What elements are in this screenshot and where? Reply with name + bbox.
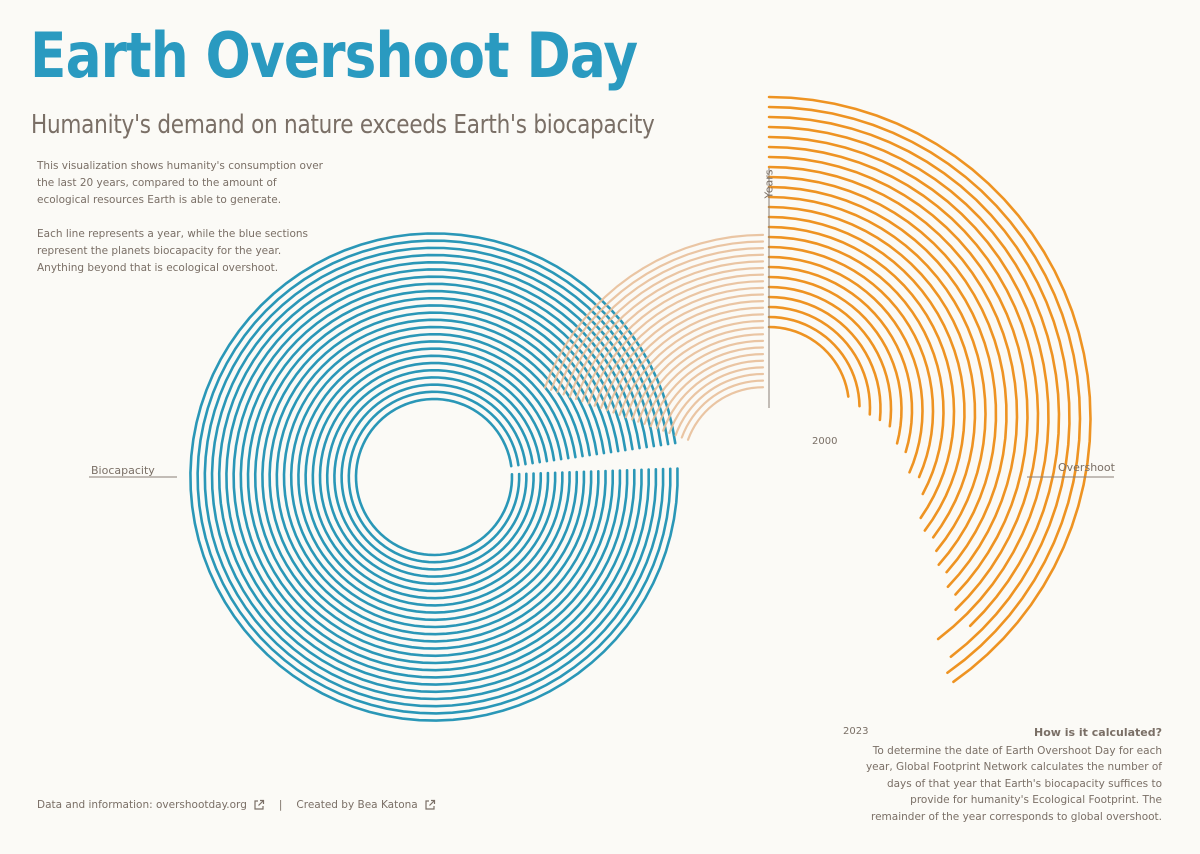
biocapacity-arc-2021 <box>203 246 665 708</box>
overshoot-connector-2007 <box>643 339 765 425</box>
biocapacity-axis-label: Biocapacity <box>91 464 155 477</box>
biocapacity-arc-2019 <box>217 260 650 694</box>
intro-text: This visualization shows humanity's cons… <box>37 158 327 294</box>
biocapacity-arc-2009 <box>289 332 579 622</box>
biocapacity-arc-2020 <box>210 253 658 701</box>
overshoot-arc-2015 <box>767 175 1008 574</box>
overshoot-arc-2014 <box>767 185 998 567</box>
biocapacity-arcs <box>189 232 679 722</box>
overshoot-connector-2017 <box>581 273 765 403</box>
overshoot-arc-2017 <box>767 155 1029 596</box>
biocapacity-arc-2022 <box>196 239 672 715</box>
overshoot-connector-2012 <box>612 306 765 414</box>
overshoot-connector-2011 <box>618 313 765 416</box>
footer-separator: | <box>278 799 283 811</box>
credit-link[interactable]: Created by Bea Katona <box>296 799 418 811</box>
overshoot-arc-2020 <box>767 125 1061 628</box>
biocapacity-arc-2011 <box>275 318 593 636</box>
overshoot-connector-2005 <box>655 353 765 430</box>
biocapacity-arc-2018 <box>225 268 643 686</box>
overshoot-arc-2022 <box>767 105 1082 675</box>
biocapacity-arc-2002 <box>340 383 528 571</box>
page-subtitle: Humanity's demand on nature exceeds Eart… <box>31 110 655 140</box>
biocapacity-arc-2012 <box>268 311 600 643</box>
overshoot-connector-2000 <box>686 386 765 441</box>
biocapacity-arc-2007 <box>304 347 564 607</box>
biocapacity-arc-2013 <box>261 304 607 650</box>
overshoot-arc-2000 <box>767 325 850 398</box>
overshoot-arc-2009 <box>767 235 945 496</box>
biocapacity-arc-2001 <box>347 390 521 564</box>
overshoot-connector-2001 <box>680 379 765 439</box>
footer: Data and information: overshootday.org |… <box>37 799 436 811</box>
overshoot-arc-2019 <box>767 135 1050 641</box>
overshoot-arc-2004 <box>767 285 893 428</box>
overshoot-arc-2006 <box>767 265 914 454</box>
overshoot-arc-2003 <box>767 295 882 422</box>
external-link-icon[interactable] <box>253 799 265 811</box>
intro-paragraph-1: This visualization shows humanity's cons… <box>37 160 323 206</box>
biocapacity-arc-2014 <box>253 296 614 658</box>
overshoot-connector-2019 <box>568 260 765 398</box>
year-label-last: 2023 <box>843 726 869 737</box>
biocapacity-arc-2004 <box>325 368 543 586</box>
overshoot-connector-2002 <box>674 372 765 437</box>
overshoot-axis-label: Overshoot <box>1058 461 1115 474</box>
overshoot-arc-2021 <box>767 115 1071 659</box>
overshoot-arc-2001 <box>767 315 861 408</box>
overshoot-connector-2015 <box>593 286 765 407</box>
biocapacity-arc-2017 <box>232 275 636 679</box>
external-link-icon[interactable] <box>424 799 436 811</box>
overshoot-arc-2018 <box>767 145 1040 612</box>
method-title: How is it calculated? <box>1034 726 1162 739</box>
overshoot-connector-2008 <box>637 333 765 423</box>
overshoot-connector-2006 <box>649 346 765 428</box>
biocapacity-arc-2000 <box>354 397 514 557</box>
biocapacity-arc-2016 <box>239 282 629 672</box>
overshoot-connector-2018 <box>574 266 765 401</box>
biocapacity-arc-2015 <box>246 289 622 665</box>
overshoot-arc-2007 <box>767 255 924 474</box>
intro-paragraph-2: Each line represents a year, while the b… <box>37 228 309 274</box>
biocapacity-arc-2006 <box>311 354 557 600</box>
method-text: To determine the date of Earth Overshoot… <box>865 744 1162 823</box>
overshoot-arc-2005 <box>767 275 903 445</box>
years-axis-label: Years <box>762 169 776 199</box>
method-note: How is it calculated? To determine the d… <box>862 725 1162 825</box>
overshoot-connector-2013 <box>606 300 765 412</box>
overshoot-arcs <box>543 95 1092 684</box>
overshoot-arc-2023 <box>767 95 1092 684</box>
biocapacity-arc-2005 <box>318 361 550 593</box>
overshoot-connector-2016 <box>587 280 765 405</box>
overshoot-arc-2016 <box>767 165 1019 589</box>
overshoot-connector-2022 <box>550 240 765 391</box>
biocapacity-arc-2010 <box>282 325 586 629</box>
year-label-first: 2000 <box>812 436 838 447</box>
biocapacity-arc-2008 <box>297 340 571 614</box>
biocapacity-arc-2003 <box>333 376 535 578</box>
overshoot-connector-2010 <box>624 319 765 419</box>
overshoot-arc-2008 <box>767 245 935 479</box>
overshoot-connector-2003 <box>668 366 765 435</box>
overshoot-connector-2009 <box>630 326 765 421</box>
overshoot-connector-2020 <box>562 253 765 396</box>
overshoot-connector-2023 <box>543 233 765 389</box>
overshoot-arc-2011 <box>767 215 966 532</box>
overshoot-connector-2004 <box>662 359 765 432</box>
overshoot-connector-2021 <box>556 247 765 394</box>
overshoot-arc-2013 <box>767 195 987 553</box>
overshoot-connector-2014 <box>599 293 765 410</box>
overshoot-arc-2010 <box>767 225 956 520</box>
biocapacity-arc-2023 <box>189 232 679 722</box>
overshoot-arc-2012 <box>767 205 977 539</box>
source-link[interactable]: Data and information: overshootday.org <box>37 799 247 811</box>
overshoot-arc-2002 <box>767 305 872 416</box>
page-title: Earth Overshoot Day <box>30 19 638 92</box>
